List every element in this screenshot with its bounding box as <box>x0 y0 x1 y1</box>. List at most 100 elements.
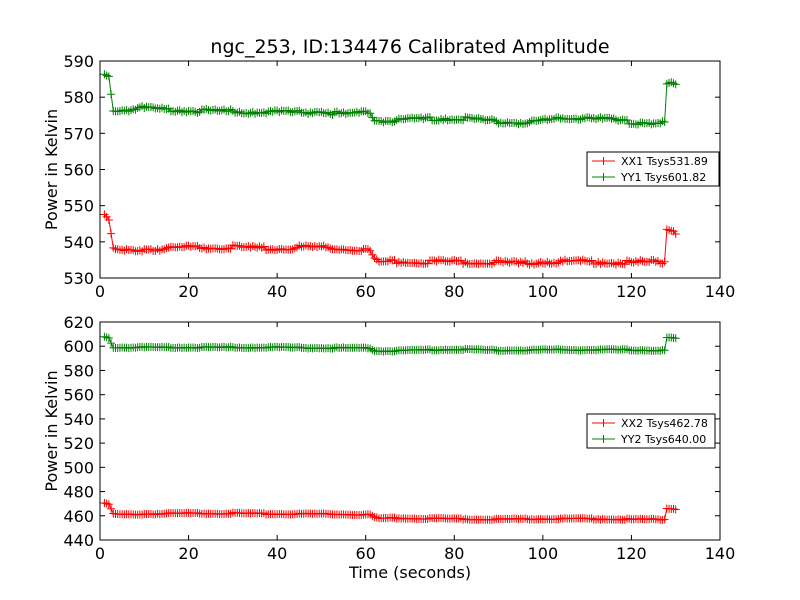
data-point <box>251 242 259 251</box>
data-point <box>366 246 375 255</box>
data-point <box>104 334 113 343</box>
data-point <box>217 106 226 115</box>
data-point <box>388 118 397 127</box>
y-tick-label: 580 <box>63 88 94 107</box>
data-point <box>357 511 366 520</box>
data-point <box>317 107 326 116</box>
data-point <box>308 109 317 118</box>
data-point <box>634 120 643 129</box>
data-point <box>107 90 116 99</box>
data-point <box>456 514 465 523</box>
data-point <box>647 120 656 129</box>
x-axis-label: Time (seconds) <box>348 563 471 582</box>
data-point <box>259 108 268 117</box>
x-tick-label: 80 <box>444 544 464 563</box>
legend-marker <box>599 157 608 165</box>
data-point <box>200 243 209 252</box>
data-point <box>324 243 333 252</box>
y-axis-label: Power in Kelvin <box>42 109 61 230</box>
x-tick-label: 120 <box>616 544 647 563</box>
data-point <box>543 257 552 266</box>
data-point <box>532 117 541 126</box>
data-point <box>503 118 512 127</box>
data-point <box>235 107 244 116</box>
data-point <box>521 514 530 523</box>
y-tick-label: 550 <box>63 197 94 216</box>
data-point <box>459 345 468 354</box>
y-tick-label: 520 <box>63 434 94 453</box>
data-point <box>104 216 113 225</box>
data-point <box>554 113 563 122</box>
y-tick-label: 580 <box>63 361 94 380</box>
data-point <box>357 246 366 255</box>
legend: XX1 Tsys531.89 YY1 Tsys601.82 <box>586 151 720 187</box>
data-point <box>339 108 348 117</box>
data-point <box>651 257 660 266</box>
data-point <box>138 247 147 256</box>
legend-marker <box>599 419 608 427</box>
data-point <box>235 241 244 250</box>
data-point <box>461 514 470 523</box>
x-tick-label: 100 <box>528 544 559 563</box>
data-point <box>620 515 629 524</box>
data-point <box>191 242 200 251</box>
legend-marker <box>599 173 608 181</box>
legend-entry-label: YY2 Tsys640.00 <box>620 433 706 446</box>
data-point <box>656 119 665 128</box>
data-point <box>321 109 330 118</box>
data-point <box>193 508 202 517</box>
x-tick-label: 100 <box>528 282 559 301</box>
data-point <box>671 230 680 239</box>
series-xx1 <box>100 210 680 269</box>
y-tick-label: 530 <box>63 269 94 288</box>
data-point <box>164 342 173 351</box>
y-axis-label: Power in Kelvin <box>42 370 61 491</box>
data-point <box>104 500 113 509</box>
y-tick-label: 570 <box>63 124 94 143</box>
data-point <box>138 102 147 111</box>
y-tick-label: 600 <box>63 337 94 356</box>
data-point <box>288 245 297 254</box>
data-point <box>317 242 326 251</box>
data-point <box>122 245 131 254</box>
data-point <box>104 72 113 81</box>
data-point <box>153 104 162 113</box>
y-tick-label: 560 <box>63 386 94 405</box>
data-point <box>587 256 596 265</box>
bottom-subplot: 0 20 40 60 80 100 120 140 440 460 480 500 520 540 560 5… <box>42 313 735 582</box>
data-point <box>518 258 527 267</box>
y-tick-label: 620 <box>63 313 94 332</box>
data-point <box>138 510 147 519</box>
data-point <box>346 246 355 255</box>
y-tick-label: 560 <box>63 161 94 180</box>
data-point <box>401 114 410 123</box>
data-point <box>660 118 669 127</box>
data-point <box>543 116 552 125</box>
y-tick-label: 590 <box>63 52 94 71</box>
data-point <box>662 225 671 234</box>
data-point <box>135 246 144 255</box>
y-tick-label: 460 <box>63 507 94 526</box>
data-point <box>510 257 519 266</box>
legend-entry-label: YY1 Tsys601.82 <box>620 171 706 184</box>
data-point <box>120 246 129 255</box>
data-point <box>419 115 428 124</box>
data-point <box>414 114 423 123</box>
legend: XX2 Tsys462.78 YY2 Tsys640.00 <box>586 413 716 449</box>
data-point <box>445 257 454 266</box>
data-point <box>242 242 251 251</box>
data-point <box>505 258 514 267</box>
data-point <box>598 258 607 267</box>
data-point <box>226 509 235 518</box>
data-point <box>339 245 348 254</box>
data-point <box>259 509 268 518</box>
data-point <box>211 105 220 114</box>
x-tick-label: 120 <box>616 282 647 301</box>
data-point <box>295 106 304 115</box>
data-point <box>277 244 286 253</box>
data-point <box>423 515 432 524</box>
data-point <box>614 258 623 267</box>
data-point <box>113 245 122 254</box>
chart-title: ngc_253, ID:134476 Calibrated Amplitude <box>210 36 609 58</box>
